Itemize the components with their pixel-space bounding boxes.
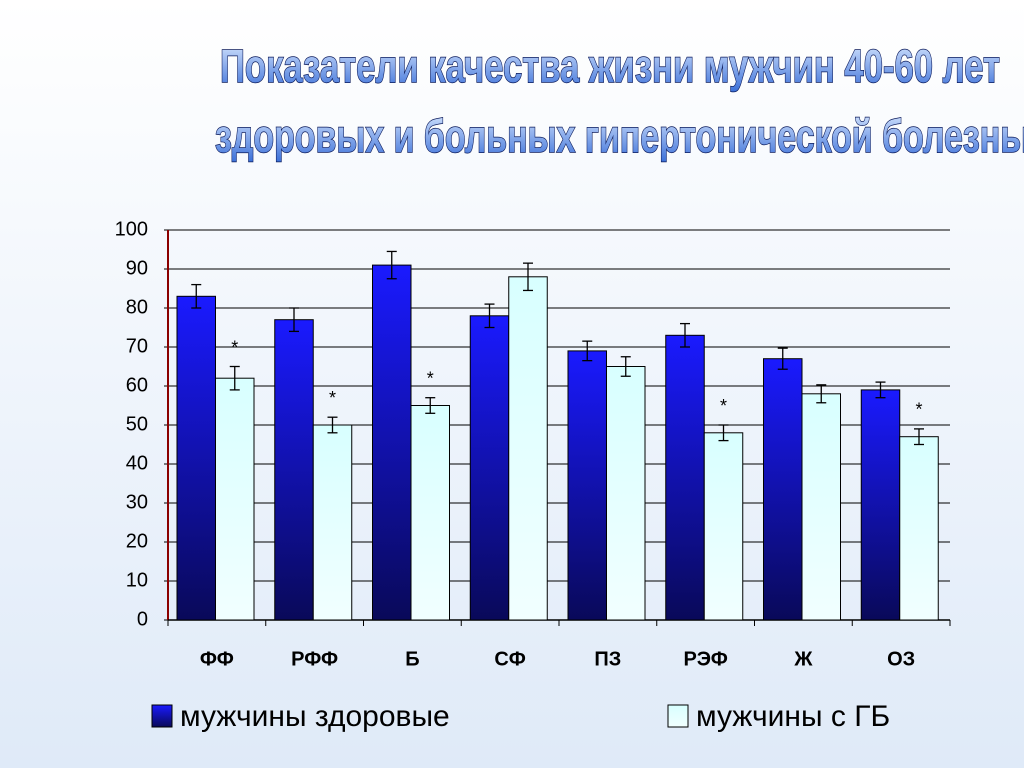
error-bar bbox=[914, 428, 924, 446]
bar bbox=[215, 377, 255, 621]
y-tick-label: 100 bbox=[115, 218, 148, 240]
y-tick-label: 60 bbox=[126, 374, 148, 396]
significance-mark: * bbox=[427, 368, 434, 388]
error-bar bbox=[718, 424, 729, 442]
bar bbox=[703, 432, 744, 621]
y-tick-label: 50 bbox=[126, 413, 148, 435]
error-bar bbox=[620, 356, 631, 377]
legend-swatch bbox=[667, 704, 689, 728]
bar bbox=[606, 366, 646, 621]
error-bar bbox=[386, 250, 397, 280]
bar bbox=[176, 295, 216, 621]
x-tick-label: СФ bbox=[494, 648, 526, 670]
error-bar bbox=[816, 384, 827, 404]
significance-mark: * bbox=[915, 400, 922, 420]
bar bbox=[763, 358, 803, 621]
y-tick-label: 10 bbox=[126, 569, 148, 591]
error-bar bbox=[484, 303, 495, 329]
x-tick-label: РЭФ bbox=[683, 648, 727, 670]
x-tick-label: ОЗ bbox=[887, 648, 915, 670]
bar bbox=[274, 319, 314, 621]
x-tick-label: Ж bbox=[793, 648, 813, 670]
significance-mark: * bbox=[720, 396, 727, 416]
bar bbox=[469, 315, 510, 621]
bar bbox=[410, 405, 450, 621]
legend-label: мужчины с ГБ bbox=[696, 700, 890, 733]
error-bar bbox=[523, 262, 533, 292]
y-tick-label: 40 bbox=[126, 452, 148, 474]
error-bar bbox=[229, 365, 240, 391]
significance-mark: * bbox=[231, 337, 238, 357]
error-bar bbox=[582, 340, 593, 362]
error-bar bbox=[425, 397, 436, 414]
legend-label: мужчины здоровые bbox=[180, 700, 450, 733]
bar bbox=[801, 393, 841, 621]
y-tick-label: 20 bbox=[126, 530, 148, 552]
bar bbox=[312, 424, 353, 621]
y-tick-label: 90 bbox=[126, 257, 148, 279]
bar bbox=[899, 436, 939, 621]
bar bbox=[665, 334, 705, 621]
y-tick-label: 80 bbox=[126, 296, 148, 318]
significance-mark: * bbox=[329, 388, 336, 408]
x-tick-label: Б bbox=[405, 648, 419, 670]
chart-title: здоровых и больных гипертонической болез… bbox=[215, 110, 1024, 162]
chart-title: Показатели качества жизни мужчин 40-60 л… bbox=[220, 40, 1000, 92]
error-bar bbox=[777, 347, 788, 370]
error-bar bbox=[327, 416, 338, 434]
y-tick-label: 70 bbox=[126, 335, 148, 357]
legend-swatch bbox=[151, 704, 173, 728]
y-tick-label: 0 bbox=[137, 608, 148, 630]
bar bbox=[508, 276, 548, 621]
error-bar bbox=[289, 307, 299, 333]
error-bar bbox=[875, 381, 886, 399]
bar bbox=[860, 389, 901, 621]
y-tick-label: 30 bbox=[126, 491, 148, 513]
x-tick-label: ПЗ bbox=[594, 648, 621, 670]
x-tick-label: РФФ bbox=[291, 648, 338, 670]
bar bbox=[372, 264, 412, 621]
error-bar bbox=[191, 283, 202, 309]
error-bar bbox=[680, 322, 690, 348]
x-tick-label: ФФ bbox=[200, 648, 234, 670]
bar bbox=[567, 350, 607, 621]
